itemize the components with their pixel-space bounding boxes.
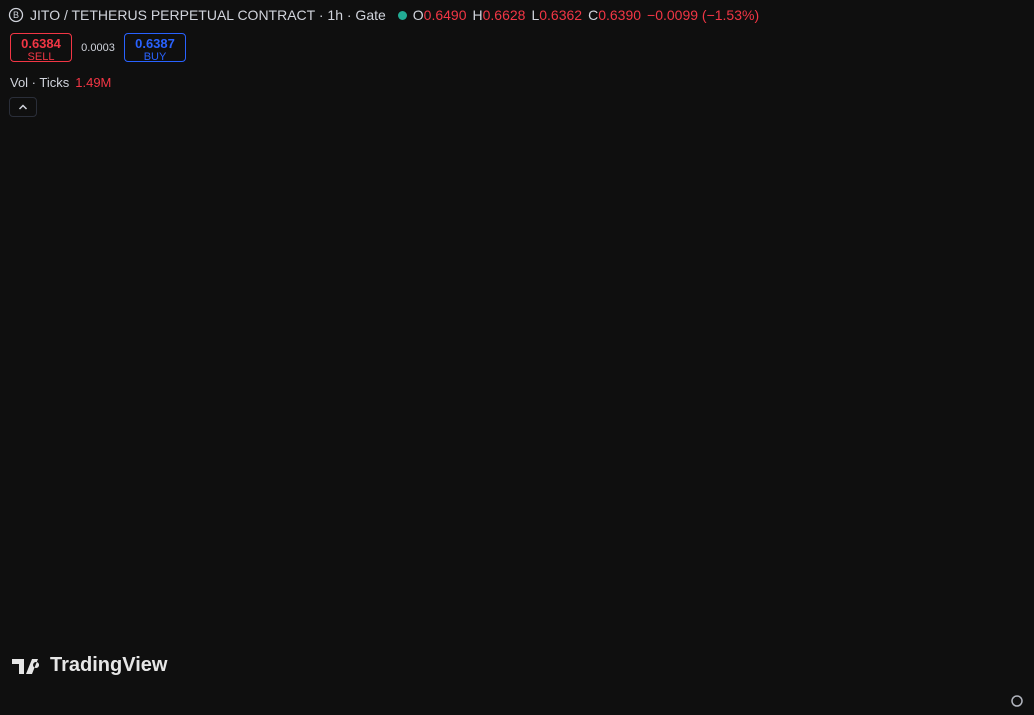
watermark-text: TradingView [50,654,168,676]
ohlc-value: 0.6490 [423,7,467,23]
volume-legend: Vol · Ticks 1.49M [10,75,111,90]
price-axis-bg [975,0,1034,715]
sell-price: 0.6384 [21,36,61,51]
buy-button[interactable]: 0.6387 BUY [124,33,186,63]
ohlc-value: 0.6390 [598,7,642,23]
sell-label: SELL [27,51,55,63]
volume-label: Vol · Ticks [10,75,70,90]
change: −0.0099 (−1.53%) [647,7,760,23]
buy-price: 0.6387 [135,36,175,51]
ohlc-key: H [472,7,483,23]
ohlc-value: 0.6628 [482,7,526,23]
ohlc-legend: O0.6490 H0.6628 L0.6362 C0.6390 [413,7,641,23]
spread: 0.0003 [81,41,115,54]
ohlc-value: 0.6362 [539,7,583,23]
symbol-icon: B [8,7,24,23]
settings-gear [1011,695,1023,707]
header: B JITO / TETHERUS PERPETUAL CONTRACT · 1… [8,7,759,23]
ohlc-key: C [588,7,599,23]
buy-label: BUY [143,51,167,63]
volume-value: 1.49M [75,75,112,90]
trade-buttons: 0.6384 SELL 0.0003 0.6387 BUY [10,33,186,63]
ohlc-key: O [412,7,424,23]
svg-text:B: B [13,10,19,20]
watermark-logo [12,658,40,674]
collapse-button[interactable] [9,97,37,117]
ohlc-key: L [531,7,540,23]
watermark: TradingView [12,654,167,677]
chevron [18,104,28,110]
title: JITO / TETHERUS PERPETUAL CONTRACT · 1h … [30,7,386,23]
market-status [397,10,407,20]
sell-button[interactable]: 0.6384 SELL [10,33,72,63]
settings-icon[interactable] [1011,695,1023,707]
